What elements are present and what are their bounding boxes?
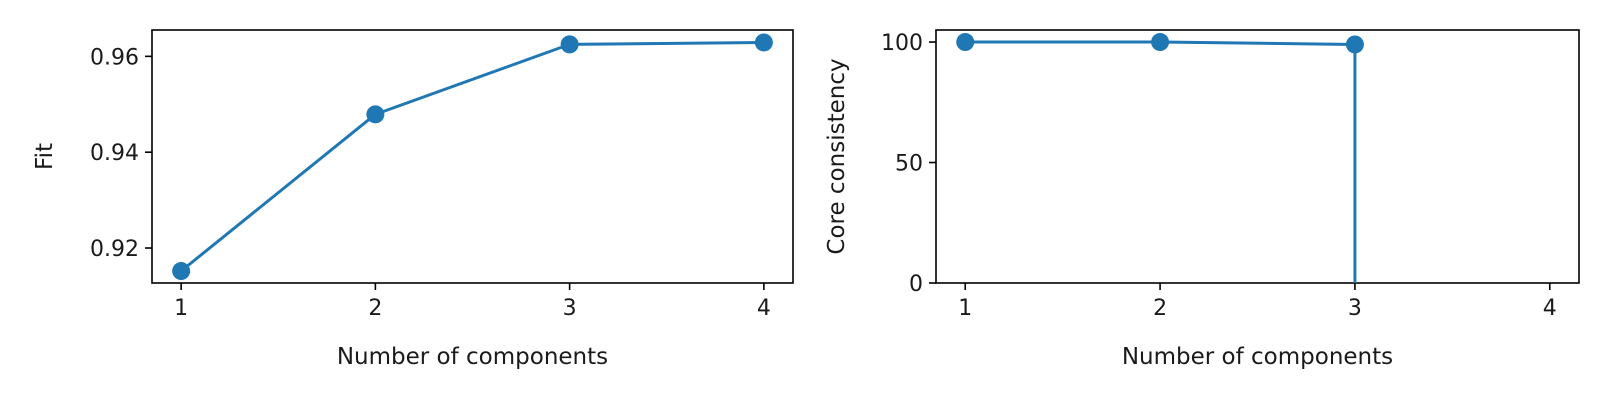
fit-y-tick-label: 0.92 xyxy=(90,237,139,262)
core-consistency-x-axis: 1 2 3 4 xyxy=(958,283,1557,321)
fit-data-point xyxy=(172,262,191,281)
core-consistency-y-tick-label: 50 xyxy=(895,152,923,177)
core-consistency-series xyxy=(956,33,1364,283)
fit-y-axis: 0.92 0.94 0.96 xyxy=(90,45,152,262)
core-consistency-y-axis: 0 50 100 xyxy=(881,31,936,297)
core-consistency-y-tick-label: 0 xyxy=(909,272,923,297)
fit-x-axis-label: Number of components xyxy=(337,344,608,370)
fit-x-axis: 1 2 3 4 xyxy=(174,283,771,321)
fit-x-tick-label: 2 xyxy=(368,296,382,321)
fit-series xyxy=(172,33,773,281)
fit-y-tick-label: 0.94 xyxy=(90,141,139,166)
fit-data-point xyxy=(366,105,385,124)
fit-x-tick-label: 3 xyxy=(563,296,577,321)
fit-x-tick-label: 1 xyxy=(174,296,188,321)
fit-x-tick-label: 4 xyxy=(757,296,771,321)
core-consistency-data-point xyxy=(1151,33,1170,52)
core-consistency-x-axis-label: Number of components xyxy=(1122,344,1393,370)
core-consistency-y-axis-label: Core consistency xyxy=(824,58,850,254)
core-consistency-series-line xyxy=(965,40,1357,283)
fit-plot-area xyxy=(151,29,794,284)
core-consistency-chart: 1 2 3 4 0 50 100 Number of components Core co… xyxy=(824,29,1580,370)
core-consistency-plot-area xyxy=(935,29,1580,284)
core-consistency-data-point xyxy=(956,33,975,52)
fit-data-point xyxy=(560,35,579,54)
core-consistency-x-tick-label: 1 xyxy=(958,296,972,321)
core-consistency-data-point xyxy=(1345,35,1364,54)
core-consistency-y-tick-label: 100 xyxy=(881,31,923,56)
core-consistency-x-tick-label: 4 xyxy=(1543,296,1557,321)
fit-data-point xyxy=(754,33,773,52)
fit-y-tick-label: 0.96 xyxy=(90,45,139,70)
core-consistency-x-tick-label: 2 xyxy=(1153,296,1167,321)
fit-chart: 1 2 3 4 0.92 0.94 0.96 Number of components F… xyxy=(32,29,794,370)
fit-series-line xyxy=(180,40,764,273)
core-consistency-x-tick-label: 3 xyxy=(1348,296,1362,321)
fit-y-axis-label: Fit xyxy=(32,143,58,170)
